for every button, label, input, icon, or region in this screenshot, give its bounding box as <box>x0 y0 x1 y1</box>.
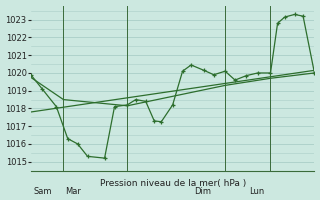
Text: Sam: Sam <box>34 187 52 196</box>
Text: Lun: Lun <box>249 187 264 196</box>
Text: Mar: Mar <box>65 187 81 196</box>
X-axis label: Pression niveau de la mer( hPa ): Pression niveau de la mer( hPa ) <box>100 179 246 188</box>
Text: Dim: Dim <box>194 187 211 196</box>
